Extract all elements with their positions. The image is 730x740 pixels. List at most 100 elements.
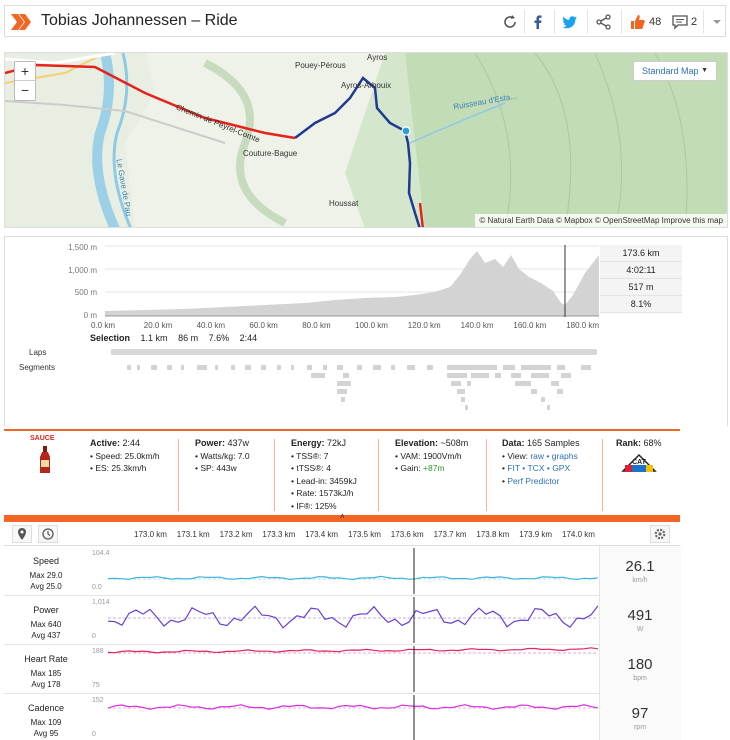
segment-bar[interactable]: [547, 405, 550, 410]
segment-bar[interactable]: [531, 389, 537, 394]
sauce-info-panel: SAUCE Active: 2:44 • Speed: 25.0km/h • E…: [4, 429, 680, 515]
location-pin-button[interactable]: [12, 525, 32, 543]
segment-bar[interactable]: [557, 365, 565, 370]
stream-y-min: 0: [92, 633, 96, 640]
stream-unit: bpm: [633, 675, 647, 682]
zoom-out-button[interactable]: −: [20, 82, 30, 98]
category-badge-icon[interactable]: CAT: [621, 451, 657, 475]
power-value: 437w: [227, 438, 250, 448]
stream-speed: Speed Max 29.0 Avg 25.0 104.4 0.0 26.1 km/h: [4, 546, 681, 596]
clock-button[interactable]: [38, 525, 58, 543]
tcx-link[interactable]: TCX: [527, 463, 545, 473]
segment-bar[interactable]: [167, 365, 172, 370]
map-place-label: Ayros: [367, 53, 388, 62]
segment-bar[interactable]: [323, 365, 327, 370]
segment-bar[interactable]: [127, 365, 131, 370]
share-icon[interactable]: [595, 13, 613, 31]
segment-bar[interactable]: [447, 365, 497, 370]
segment-bar[interactable]: [521, 365, 551, 370]
segment-bar[interactable]: [541, 397, 545, 402]
segment-bar[interactable]: [337, 389, 347, 394]
segment-bar[interactable]: [307, 365, 312, 370]
es-line: • ES: 25.3km/h: [90, 463, 147, 473]
clock-icon: [42, 528, 54, 540]
elevation-chart[interactable]: [105, 245, 599, 317]
segment-bar[interactable]: [181, 365, 184, 370]
segment-bar[interactable]: [515, 381, 531, 386]
segment-bar[interactable]: [561, 373, 571, 378]
stream-line: [108, 575, 598, 581]
stream-unit: rpm: [633, 724, 647, 731]
view-raw-link[interactable]: raw: [530, 450, 545, 461]
segment-bar[interactable]: [465, 405, 468, 410]
tss-line: • TSS®: 7: [291, 450, 329, 461]
stream-current-value: 180: [627, 656, 653, 673]
segment-bar[interactable]: [407, 365, 415, 370]
segment-bar[interactable]: [467, 381, 471, 386]
segment-bar[interactable]: [557, 389, 563, 394]
segment-bar[interactable]: [277, 365, 281, 370]
segment-bar[interactable]: [337, 365, 343, 370]
gpx-link[interactable]: GPX: [552, 463, 571, 473]
segment-bar[interactable]: [343, 373, 349, 378]
segment-bar[interactable]: [551, 381, 559, 386]
segment-bar[interactable]: [457, 389, 465, 394]
data-column: Data: 165 Samples • View: raw • graphs •…: [502, 438, 580, 486]
chevron-down-icon[interactable]: [708, 13, 726, 31]
segment-bar[interactable]: [197, 365, 207, 370]
fit-link[interactable]: FIT: [507, 463, 520, 473]
segment-bar[interactable]: [427, 365, 433, 370]
segment-bar[interactable]: [215, 365, 218, 370]
segment-bar[interactable]: [495, 373, 501, 378]
segment-bar[interactable]: [461, 397, 465, 402]
stream-chart[interactable]: [108, 646, 598, 692]
stream-line: [108, 605, 598, 629]
segment-bar[interactable]: [291, 365, 294, 370]
stream-y-min: 0: [92, 731, 96, 738]
segment-bar[interactable]: [531, 373, 549, 378]
energy-value: 72kJ: [327, 438, 347, 448]
laps-bar[interactable]: [111, 349, 597, 355]
map-type-select[interactable]: Standard Map ▼: [633, 61, 717, 81]
speed-line: • Speed: 25.0km/h: [90, 450, 160, 461]
map-terrain: [5, 53, 727, 227]
stream-chart[interactable]: [108, 597, 598, 643]
twitter-icon[interactable]: [561, 13, 579, 31]
zoom-in-button[interactable]: +: [15, 62, 35, 81]
segment-bar[interactable]: [261, 365, 266, 370]
segment-bar[interactable]: [341, 397, 345, 402]
stream-chart[interactable]: [108, 548, 598, 594]
segment-bar[interactable]: [137, 365, 140, 370]
perf-predictor-link[interactable]: Perf Predictor: [507, 475, 560, 486]
segment-bar[interactable]: [447, 373, 467, 378]
stream-avg: Avg 25.0: [30, 582, 62, 591]
segment-bar[interactable]: [231, 365, 235, 370]
stream-settings-button[interactable]: [650, 525, 670, 543]
vam-line: • VAM: 1900Vm/h: [395, 450, 462, 461]
energy-column: Energy: 72kJ • TSS®: 7 • tTSS®: 4 • Lead…: [291, 438, 357, 511]
segment-bar[interactable]: [151, 365, 157, 370]
route-map[interactable]: Ayros Pouey-Pérous Ayros-Arbouix Couture…: [4, 52, 728, 228]
facebook-icon[interactable]: [529, 13, 547, 31]
view-graphs-link[interactable]: graphs: [551, 450, 578, 461]
segment-bar[interactable]: [581, 365, 591, 370]
map-attribution[interactable]: © Natural Earth Data © Mapbox © OpenStre…: [475, 214, 727, 227]
segment-bar[interactable]: [337, 381, 351, 386]
segment-bar[interactable]: [511, 373, 521, 378]
kudos-thumbs-up-icon[interactable]: [629, 13, 647, 31]
segment-bar[interactable]: [357, 365, 362, 370]
comments-icon[interactable]: [671, 13, 689, 31]
segments-track[interactable]: [111, 363, 599, 413]
segment-bar[interactable]: [245, 365, 251, 370]
refresh-icon[interactable]: [501, 13, 519, 31]
segment-bar[interactable]: [503, 365, 515, 370]
stream-chart[interactable]: [108, 695, 598, 740]
segment-bar[interactable]: [311, 373, 325, 378]
stream-avg: Avg 95: [33, 729, 59, 738]
segment-bar[interactable]: [451, 381, 461, 386]
segment-bar[interactable]: [391, 365, 395, 370]
segment-bar[interactable]: [373, 365, 381, 370]
stream-line: [108, 704, 598, 710]
segment-bar[interactable]: [471, 373, 489, 378]
collapse-bar[interactable]: ˄: [4, 512, 680, 522]
